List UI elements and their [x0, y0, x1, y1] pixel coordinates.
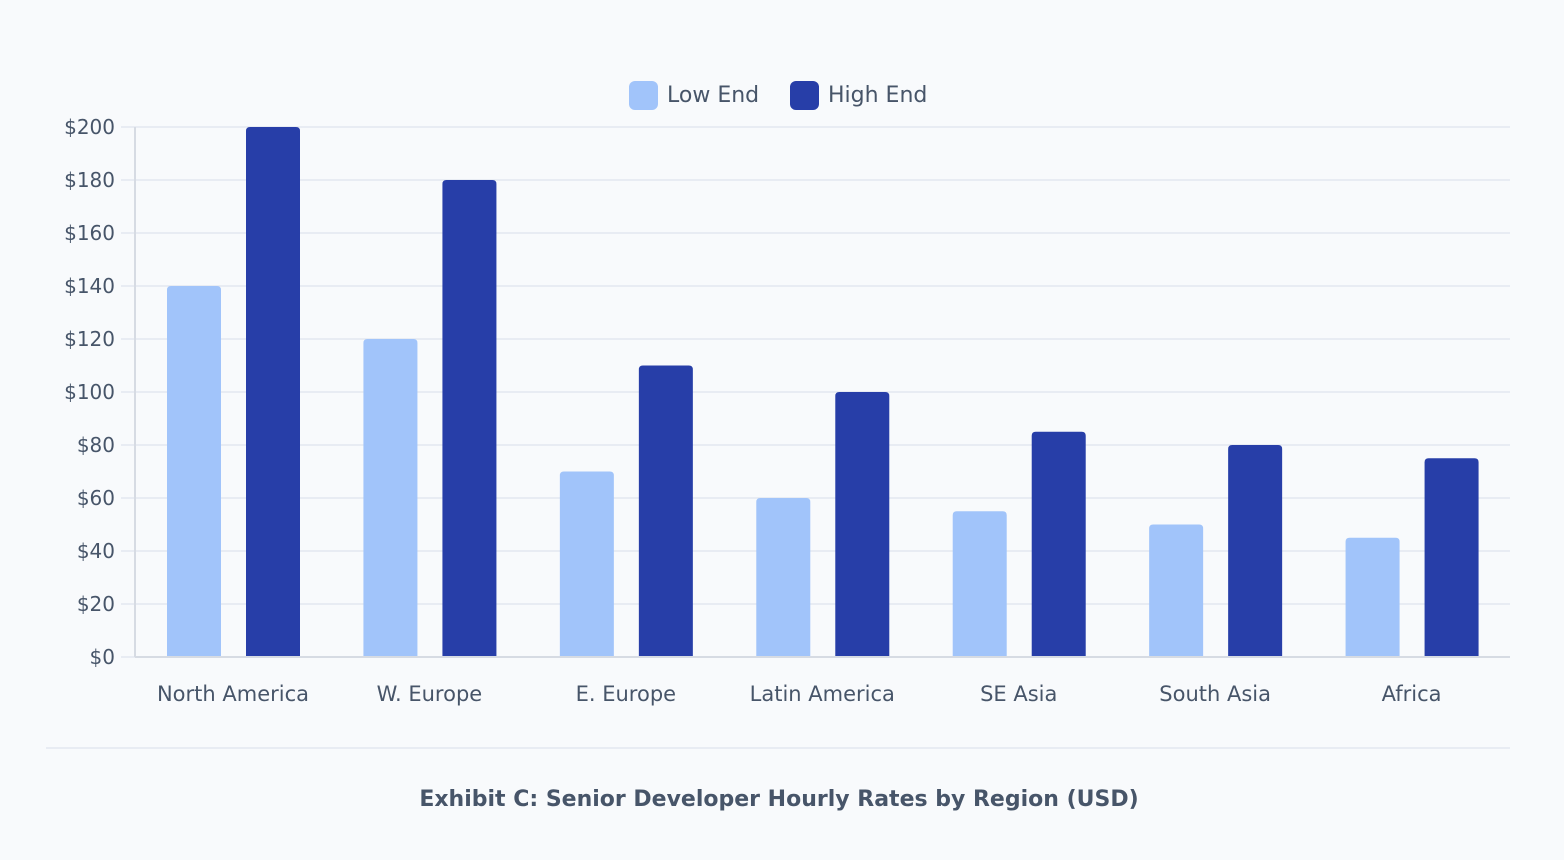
bar-high-end — [246, 127, 300, 657]
x-tick-label: W. Europe — [377, 682, 483, 706]
legend-swatch — [629, 81, 658, 110]
x-axis: North America W. Europe E. Europe Latin Ame… — [135, 656, 1510, 706]
y-tick-label: $40 — [77, 539, 115, 563]
bar-low-end — [756, 498, 811, 657]
x-tick-label: SE Asia — [980, 682, 1057, 706]
x-tick-label: South Asia — [1159, 682, 1271, 706]
bar-low-end — [363, 339, 418, 657]
y-tick-label: $180 — [64, 168, 115, 192]
y-tick-label: $60 — [77, 486, 115, 510]
x-tick-label: E. Europe — [576, 682, 676, 706]
bar-low-end — [559, 471, 614, 657]
y-tick-label: $160 — [64, 221, 115, 245]
x-tick-label: Latin America — [750, 682, 895, 706]
y-tick-label: $200 — [64, 115, 115, 139]
bar-high-end — [442, 180, 497, 657]
chart-caption: Exhibit C: Senior Developer Hourly Rates… — [419, 787, 1138, 812]
legend: Low End High End — [629, 81, 927, 110]
y-tick-label: $140 — [64, 274, 115, 298]
bar-low-end — [952, 511, 1007, 657]
y-tick-label: $20 — [77, 592, 115, 616]
legend-swatch — [790, 81, 819, 110]
bar-high-end — [1424, 458, 1479, 657]
bar-high-end — [1228, 445, 1283, 657]
y-tick-label: $80 — [77, 433, 115, 457]
legend-label: Low End — [667, 83, 759, 108]
gridlines — [135, 126, 1510, 658]
bars — [167, 127, 1479, 657]
bar-high-end — [638, 365, 693, 657]
bar-high-end — [1031, 431, 1086, 657]
bar-low-end — [167, 286, 221, 657]
y-axis: $0 $20 $40 $60 $80 $100 $120 $140 $160 $180 $200 — [64, 115, 136, 669]
bar-high-end — [835, 392, 890, 657]
legend-label: High End — [828, 83, 927, 108]
y-tick-label: $0 — [90, 645, 115, 669]
y-tick-label: $100 — [64, 380, 115, 404]
x-tick-label: North America — [157, 682, 309, 706]
bar-low-end — [1149, 524, 1204, 657]
bar-low-end — [1345, 537, 1400, 657]
x-tick-label: Africa — [1382, 682, 1442, 706]
y-tick-label: $120 — [64, 327, 115, 351]
